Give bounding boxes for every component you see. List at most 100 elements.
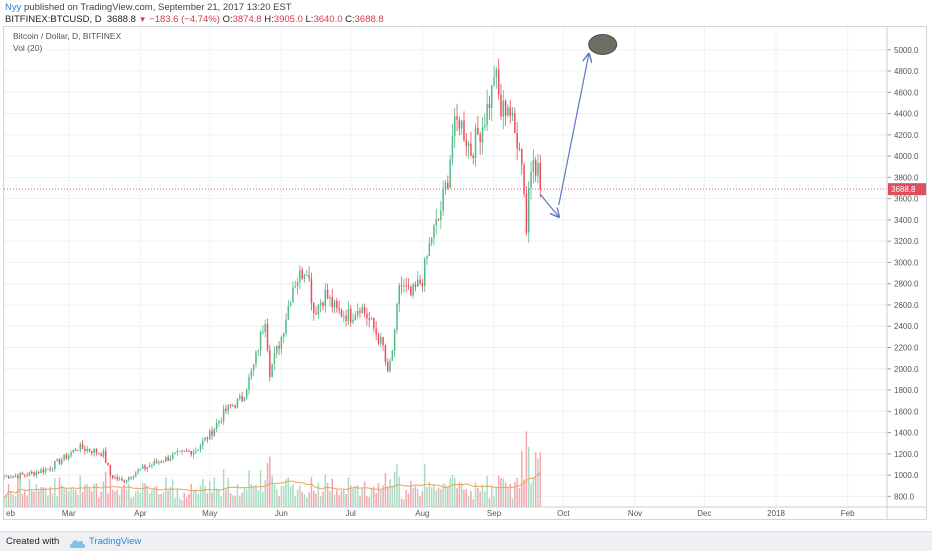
candle-body xyxy=(504,100,507,116)
candle-body xyxy=(384,345,387,362)
volume-bar xyxy=(398,476,401,507)
volume-bar xyxy=(95,483,98,507)
volume-bar xyxy=(70,488,72,507)
candle-body xyxy=(356,310,359,316)
volume-bar xyxy=(428,482,431,507)
volume-bar xyxy=(100,491,102,507)
volume-bar xyxy=(444,483,447,507)
candle-body xyxy=(271,363,273,377)
volume-bar xyxy=(183,492,186,507)
axes: eb Mar Apr May Jun Jul Aug Sep Oct Nov Dec 2018 Feb 8… xyxy=(4,27,926,519)
author-name[interactable]: Nyy xyxy=(5,2,22,13)
candle-body xyxy=(497,69,500,95)
volume-bar xyxy=(118,495,121,507)
candle-body xyxy=(428,243,431,257)
x-tick-label: Apr xyxy=(134,509,147,518)
candle-body xyxy=(490,85,493,108)
volume-bar xyxy=(77,494,79,507)
volume-bar xyxy=(56,496,58,507)
close-value: 3688.8 xyxy=(354,14,384,25)
volume-bar xyxy=(435,490,438,507)
volume-bar xyxy=(280,485,283,507)
chart-area[interactable]: 3688.8 eb Mar Apr May Jun Jul Aug Sep Oct Nov Dec 2… xyxy=(3,26,927,520)
candle-body xyxy=(104,450,107,463)
y-tick-label: 3000.0 xyxy=(894,258,919,267)
volume-bar xyxy=(287,477,290,507)
low-label: L: xyxy=(305,14,314,25)
candle-body xyxy=(35,471,38,476)
candle-body xyxy=(467,143,470,146)
volume-bar xyxy=(28,478,31,507)
candle-body xyxy=(54,461,56,469)
volume-bar xyxy=(128,483,130,507)
volume-bar xyxy=(539,452,542,507)
candle-body xyxy=(40,469,42,474)
volume-bar xyxy=(349,485,352,507)
volume-bar xyxy=(479,491,481,507)
volume-bar xyxy=(407,493,410,507)
y-tick-label: 1400.0 xyxy=(894,429,919,438)
low-value: 3640.0 xyxy=(313,14,343,25)
candle-body xyxy=(61,459,63,464)
volume-bar xyxy=(405,489,407,507)
candle-body xyxy=(326,289,329,299)
volume-bar xyxy=(197,493,199,507)
tradingview-brand[interactable]: TradingView xyxy=(89,536,142,547)
candle-body xyxy=(160,462,162,464)
candle-body xyxy=(474,127,477,158)
grid xyxy=(4,27,887,507)
volume-bar xyxy=(458,482,461,507)
candle-body xyxy=(465,140,468,146)
candle-body xyxy=(349,308,352,323)
volume-bar xyxy=(312,490,315,507)
volume-bar xyxy=(403,499,405,507)
volume-bar xyxy=(144,483,146,507)
candle-body xyxy=(460,120,463,129)
candle-body xyxy=(363,307,366,314)
y-tick-label: 1600.0 xyxy=(894,407,919,416)
candle-body xyxy=(488,103,491,108)
candle-body xyxy=(93,448,95,454)
candle-body xyxy=(386,361,389,372)
candle-body xyxy=(33,472,35,476)
candle-body xyxy=(537,162,539,176)
volume-bar xyxy=(511,498,514,507)
volume-bar xyxy=(58,477,61,507)
volume-bar xyxy=(433,484,435,507)
volume-bar xyxy=(47,495,49,507)
candle-body xyxy=(19,472,21,479)
candle-body xyxy=(495,69,498,77)
volume-bar xyxy=(158,494,160,507)
candle-body xyxy=(352,319,354,323)
candle-body xyxy=(98,452,100,454)
volume-bar xyxy=(218,489,220,507)
volume-bar xyxy=(296,489,299,507)
volume-bar xyxy=(453,477,456,507)
candle-body xyxy=(278,345,280,349)
open-label: O: xyxy=(222,14,233,25)
candle-body xyxy=(338,307,340,310)
published-text: published on TradingView.com, September … xyxy=(24,2,292,13)
candle-body xyxy=(109,465,112,476)
volume-bar xyxy=(49,486,51,507)
volume-bar xyxy=(303,494,306,507)
candle-body xyxy=(206,437,209,440)
volume-bar xyxy=(414,486,417,507)
candle-body xyxy=(7,475,10,479)
tradingview-cloud-icon[interactable] xyxy=(68,536,86,554)
price-chart[interactable]: 3688.8 eb Mar Apr May Jun Jul Aug Sep Oct Nov Dec 2… xyxy=(4,27,926,519)
candle-body xyxy=(527,187,530,233)
candle-body xyxy=(88,448,91,451)
volume-bar xyxy=(315,493,317,507)
candle-body xyxy=(380,337,382,344)
volume-bar xyxy=(336,489,338,507)
candle-body xyxy=(324,289,327,307)
candle-body xyxy=(370,317,373,320)
candle-body xyxy=(199,445,202,450)
candle-body xyxy=(306,275,308,277)
down-triangle-icon: ▼ xyxy=(138,15,147,24)
candle-body xyxy=(10,477,12,479)
volume-bar xyxy=(178,497,181,507)
volume-bar xyxy=(21,493,24,507)
volume-bar xyxy=(220,496,223,507)
